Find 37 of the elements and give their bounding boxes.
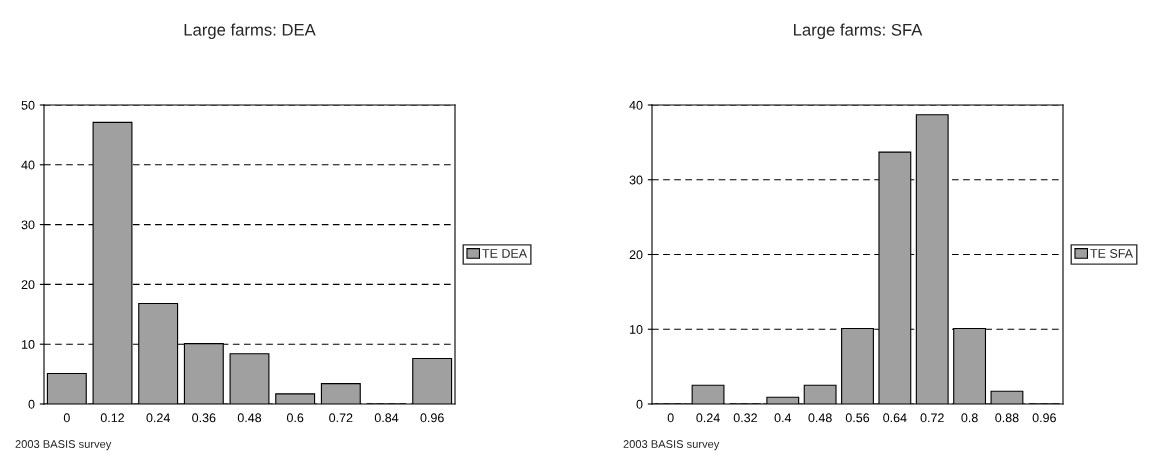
x-tick-label: 0.64	[883, 413, 907, 423]
y-tick-label: 30	[21, 220, 35, 230]
y-tick-label: 10	[630, 325, 643, 334]
x-tick-label: 0.56	[845, 413, 870, 423]
chart-title: Large farms: SFA	[794, 23, 923, 40]
text: 2003 BASIS survey	[623, 440, 720, 451]
x-tick-label: 0.88	[995, 413, 1019, 423]
x-tick-label: 0.24	[696, 413, 720, 423]
x-tick-label: 0.32	[733, 413, 757, 423]
y-tick-label: 30	[629, 175, 643, 185]
y-tick-label: 40	[629, 100, 643, 110]
chart-title: Large farms: DEA	[184, 23, 316, 40]
x-tick-label: 0.96	[1032, 413, 1056, 423]
x-tick-label: 0	[667, 413, 674, 423]
x-tick-label: 0	[63, 413, 70, 423]
x-tick-label: 0.96	[420, 413, 444, 423]
y-tick-label: 20	[629, 250, 643, 260]
x-tick-label: 0.48	[808, 413, 832, 423]
y-tick-label: 20	[21, 280, 35, 290]
y-tick-label: 40	[21, 160, 35, 170]
x-tick-label: 0.4	[774, 413, 792, 423]
x-tick-label: 0.8	[961, 413, 978, 423]
x-tick-label: 0.48	[237, 413, 262, 423]
y-tick-label: 0	[636, 399, 643, 409]
x-tick-label: 0.72	[920, 413, 944, 423]
x-tick-label: 0.12	[100, 413, 125, 423]
x-tick-label: 0.36	[192, 413, 216, 423]
text: 2003 BASIS survey	[15, 440, 112, 451]
x-tick-label: 0.84	[374, 413, 399, 423]
y-tick-label: 0	[28, 399, 35, 409]
x-tick-label: 0.6	[286, 413, 304, 423]
legend-label: TE SFA	[1090, 249, 1134, 258]
y-tick-label: 50	[21, 100, 35, 110]
legend-label: TE DEA	[482, 249, 528, 258]
y-tick-label: 10	[22, 340, 35, 349]
x-tick-label: 0.24	[146, 413, 170, 423]
x-tick-label: 0.72	[329, 413, 353, 423]
